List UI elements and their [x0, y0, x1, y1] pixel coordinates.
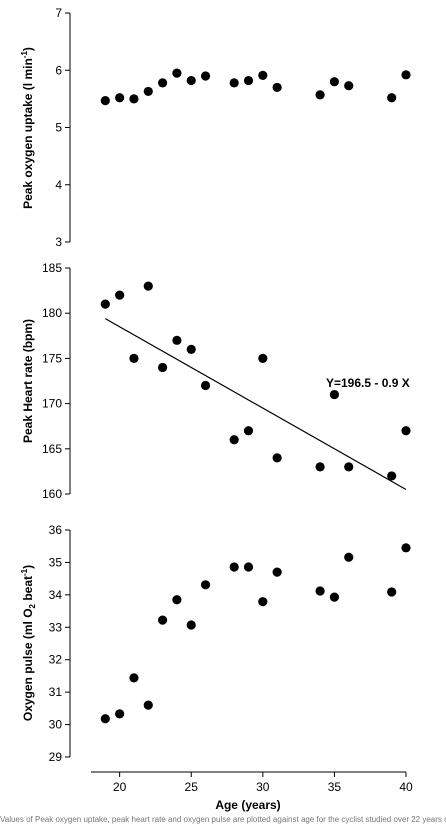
y-axis-label-text: Oxygen pulse (ml O — [21, 608, 35, 721]
data-point — [387, 471, 397, 481]
data-point — [186, 620, 196, 630]
data-point — [258, 70, 268, 81]
data-point — [401, 543, 411, 553]
data-point — [143, 700, 153, 710]
data-point — [272, 82, 282, 93]
data-point — [229, 435, 239, 445]
data-point — [129, 94, 139, 104]
data-point — [243, 426, 254, 436]
data-point — [143, 281, 153, 291]
data-point — [157, 78, 168, 88]
data-point — [272, 453, 282, 463]
panel-oxygen-pulse: 29 30 31 32 33 34 35 36 Oxygen pulse (ml O2 beat… — [20, 523, 411, 764]
y-axis-label-superscript: -1 — [20, 568, 29, 576]
data-point — [200, 380, 211, 391]
x-tick-label: 25 — [185, 780, 199, 794]
y-axis-label-text-end: ) — [21, 47, 35, 51]
data-point — [243, 75, 254, 86]
x-tick-label: 20 — [113, 780, 127, 794]
data-point — [258, 597, 268, 607]
y-tick-label: 180 — [42, 306, 62, 320]
y-tick-label: 35 — [49, 555, 63, 569]
y-axis-label-subscript: 2 — [28, 603, 37, 608]
data-point — [329, 77, 340, 87]
data-point — [387, 587, 397, 597]
data-point — [387, 93, 397, 103]
data-point — [129, 673, 139, 683]
data-point — [172, 68, 182, 78]
figure-caption: Values of Peak oxygen uptake, peak heart… — [0, 815, 446, 824]
data-point — [229, 78, 239, 88]
y-tick-label: 165 — [42, 442, 62, 456]
data-point — [329, 389, 340, 400]
data-point — [329, 592, 340, 602]
data-point — [344, 81, 354, 91]
panel-peak-oxygen-uptake: 3 4 5 6 7 Peak oxygen uptake (l min-1) — [20, 6, 411, 249]
data-point — [243, 562, 254, 572]
data-point — [315, 90, 325, 100]
data-point — [200, 71, 211, 81]
data-point — [172, 595, 182, 605]
y-tick-label: 6 — [55, 63, 62, 77]
data-point — [115, 290, 125, 300]
y-tick-label: 170 — [42, 397, 62, 411]
data-point — [100, 95, 110, 106]
y-tick-label: 160 — [42, 487, 62, 501]
data-point — [115, 93, 125, 103]
y-tick-label: 33 — [49, 620, 63, 634]
data-point — [344, 552, 354, 562]
data-point — [401, 70, 411, 80]
data-point — [315, 462, 325, 472]
y-tick-label: 29 — [49, 750, 63, 764]
y-tick-label: 7 — [55, 6, 62, 20]
data-point — [200, 580, 211, 590]
data-point — [401, 426, 411, 436]
regression-equation: Y=196.5 - 0.9 X — [326, 376, 410, 390]
y-axis-label: Oxygen pulse (ml O2 beat-1) — [20, 565, 37, 721]
x-tick-label: 40 — [399, 780, 413, 794]
data-point — [186, 75, 196, 86]
panel-peak-heart-rate: 160 165 170 175 180 185 Peak Heart rate (bpm) Y… — [21, 261, 411, 501]
data-point — [115, 709, 125, 719]
shared-x-axis: 20 25 30 35 40 Age (years) — [91, 771, 413, 812]
y-tick-label: 34 — [49, 588, 63, 602]
data-point — [344, 462, 354, 472]
y-axis-label-text-mid: beat — [21, 576, 35, 604]
data-point — [315, 586, 325, 596]
y-tick-label: 36 — [49, 523, 63, 537]
x-axis-label: Age (years) — [215, 798, 280, 812]
y-tick-label: 175 — [42, 351, 62, 365]
data-point — [143, 86, 153, 97]
data-point — [129, 353, 139, 363]
data-point — [157, 362, 168, 373]
y-tick-label: 31 — [49, 685, 63, 699]
data-point — [186, 344, 196, 354]
data-point — [172, 335, 182, 345]
y-tick-label: 4 — [55, 178, 62, 192]
y-tick-label: 32 — [49, 653, 63, 667]
y-tick-label: 30 — [49, 718, 63, 732]
data-point — [272, 567, 282, 577]
y-axis-label: Peak oxygen uptake (l min-1) — [20, 47, 35, 209]
y-tick-label: 185 — [42, 261, 62, 275]
y-tick-label: 5 — [55, 121, 62, 135]
data-point — [100, 714, 110, 724]
y-axis-label-superscript: -1 — [20, 51, 29, 59]
data-point — [157, 615, 168, 625]
y-axis-label-text: Peak Heart rate (bpm) — [21, 319, 35, 443]
x-tick-label: 30 — [256, 780, 270, 794]
data-point — [258, 353, 268, 363]
y-axis-label: Peak Heart rate (bpm) — [21, 319, 35, 443]
regression-line — [105, 318, 407, 491]
x-tick-label: 35 — [328, 780, 342, 794]
data-point — [229, 562, 239, 572]
y-axis-label-text-end: ) — [21, 565, 35, 569]
y-axis-label-text: Peak oxygen uptake (l min — [21, 58, 35, 209]
y-tick-label: 3 — [55, 235, 62, 249]
data-point — [100, 299, 110, 309]
